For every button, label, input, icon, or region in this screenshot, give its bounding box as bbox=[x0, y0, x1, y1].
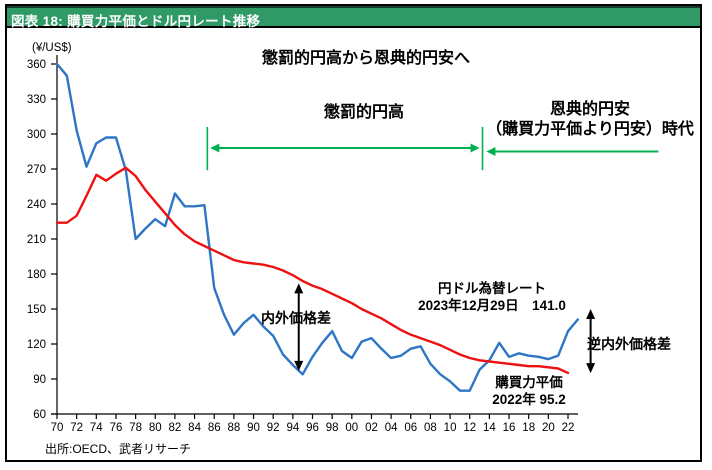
x-tick-label: 04 bbox=[385, 422, 398, 434]
punitive-arrowhead-right bbox=[470, 143, 480, 153]
x-tick-label: 98 bbox=[326, 422, 339, 434]
reverse-gap-label: 逆内外価格差 bbox=[587, 336, 671, 352]
figure-title-bar: 図表 18: 購買力平価とドル円レート推移 bbox=[7, 6, 700, 29]
x-tick-label: 70 bbox=[51, 422, 64, 434]
x-tick-label: 96 bbox=[306, 422, 319, 434]
x-tick-label: 16 bbox=[503, 422, 516, 434]
beneficial-period-line1: 恩典的円安 bbox=[549, 101, 630, 118]
y-tick-label: 120 bbox=[27, 339, 46, 351]
punitive-period-label: 懲罰的円高 bbox=[323, 104, 404, 121]
x-tick-label: 00 bbox=[345, 422, 358, 434]
punitive-arrowhead-left bbox=[210, 143, 220, 153]
x-tick-label: 10 bbox=[444, 422, 457, 434]
x-tick-label: 08 bbox=[424, 422, 437, 434]
x-tick-label: 12 bbox=[463, 422, 476, 434]
y-tick-label: 60 bbox=[33, 409, 46, 421]
x-tick-label: 94 bbox=[286, 422, 299, 434]
x-tick-label: 86 bbox=[208, 422, 221, 434]
x-tick-label: 20 bbox=[542, 422, 555, 434]
ppp-series-line2: 2022年 95.2 bbox=[492, 392, 566, 407]
y-tick-label: 180 bbox=[27, 269, 46, 281]
beneficial-period-line2: （購買力平価より円安）時代 bbox=[486, 121, 694, 138]
x-tick-label: 88 bbox=[227, 422, 240, 434]
gap-label: 内外価格差 bbox=[261, 310, 331, 326]
chart-heading: 懲罰的円高から恩典的円安へ bbox=[261, 50, 470, 67]
x-tick-label: 80 bbox=[149, 422, 162, 434]
rate-series-label: 円ドル為替レート 2023年12月29日 141.0 bbox=[402, 280, 582, 314]
axis-unit-label: (¥/US$) bbox=[32, 42, 72, 54]
figure-frame: 図表 18: 購買力平価とドル円レート推移 bbox=[5, 4, 702, 462]
y-tick-label: 210 bbox=[27, 234, 46, 246]
gap-arrowhead-down-0 bbox=[294, 360, 304, 371]
ppp-series-label: 購買力平価 2022年 95.2 bbox=[454, 374, 604, 408]
x-tick-label: 18 bbox=[522, 422, 535, 434]
rate-series-line1: 円ドル為替レート bbox=[438, 281, 546, 296]
x-tick-label: 84 bbox=[188, 422, 201, 434]
y-tick-label: 360 bbox=[27, 59, 46, 71]
gap-arrowhead-up-0 bbox=[294, 283, 304, 294]
y-tick-label: 300 bbox=[27, 129, 46, 141]
x-tick-label: 82 bbox=[169, 422, 182, 434]
source-note: 出所:OECD、武者リサーチ bbox=[45, 442, 192, 456]
x-tick-label: 76 bbox=[110, 422, 123, 434]
y-tick-label: 150 bbox=[27, 304, 46, 316]
x-tick-label: 74 bbox=[90, 422, 103, 434]
x-tick-label: 78 bbox=[129, 422, 142, 434]
gap-arrowhead-up-1 bbox=[586, 309, 596, 319]
rate-series-line2: 2023年12月29日 141.0 bbox=[418, 298, 566, 313]
beneficial-period-label: 恩典的円安 （購買力平価より円安）時代 bbox=[477, 100, 703, 140]
y-tick-label: 330 bbox=[27, 94, 46, 106]
x-tick-label: 72 bbox=[70, 422, 83, 434]
x-tick-label: 90 bbox=[247, 422, 260, 434]
rate_line bbox=[55, 62, 580, 392]
beneficial-arrowhead-left bbox=[486, 147, 496, 156]
x-tick-label: 92 bbox=[267, 422, 280, 434]
x-tick-label: 14 bbox=[483, 422, 496, 434]
y-tick-label: 270 bbox=[27, 164, 46, 176]
x-tick-label: 02 bbox=[365, 422, 378, 434]
figure-title: 図表 18: 購買力平価とドル円レート推移 bbox=[11, 14, 261, 29]
x-tick-label: 06 bbox=[404, 422, 417, 434]
y-tick-label: 90 bbox=[33, 374, 46, 386]
y-tick-label: 240 bbox=[27, 199, 46, 211]
ppp-series-line1: 購買力平価 bbox=[495, 375, 563, 390]
gap-arrowhead-down-1 bbox=[586, 363, 596, 374]
x-tick-label: 22 bbox=[562, 422, 575, 434]
ppp_line bbox=[55, 166, 570, 375]
